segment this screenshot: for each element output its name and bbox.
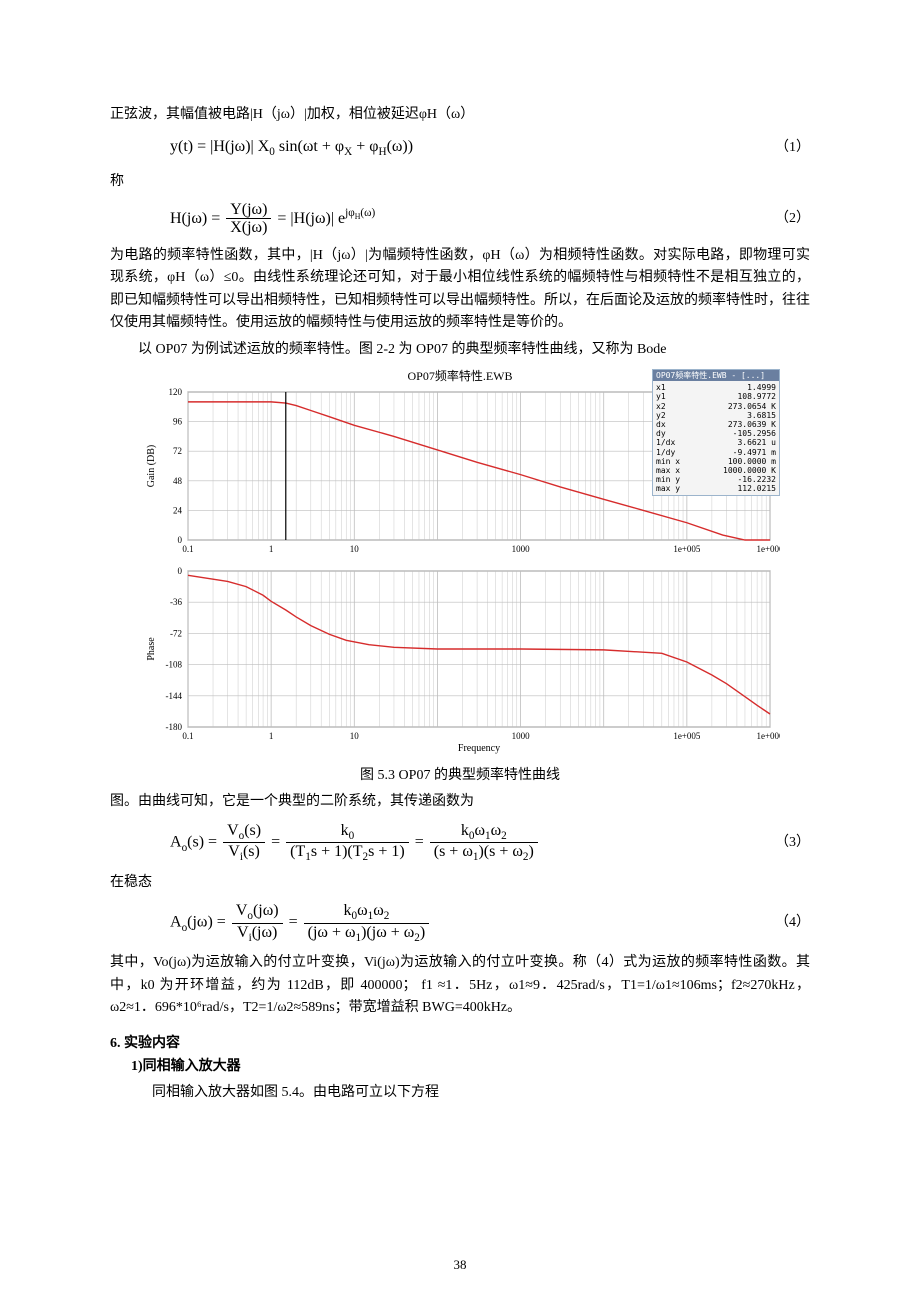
paragraph-4: 以 OP07 为例试述运放的频率特性。图 2-2 为 OP07 的典型频率特性曲… bbox=[110, 339, 810, 361]
equation-2-row: H(jω) = Y(jω)X(jω) = |H(jω)| ejφH(ω) （2） bbox=[110, 201, 810, 237]
paragraph-5: 图。由曲线可知，它是一个典型的二阶系统，其传递函数为 bbox=[110, 791, 810, 813]
paragraph-3: 为电路的频率特性函数，其中，|H（jω）|为幅频特性函数，φH（ω）为相频特性函… bbox=[110, 245, 810, 335]
svg-text:1e+006: 1e+006 bbox=[756, 544, 780, 554]
chart-databox: OP07频率特性.EWB - [...] x11.4999y1108.9772x… bbox=[652, 369, 780, 496]
svg-text:120: 120 bbox=[169, 387, 183, 397]
svg-text:1: 1 bbox=[269, 544, 274, 554]
svg-text:Frequency: Frequency bbox=[458, 743, 500, 754]
svg-text:Phase: Phase bbox=[146, 636, 157, 660]
equation-3-number: （3） bbox=[730, 832, 810, 854]
equation-1-number: （1） bbox=[730, 137, 810, 159]
equation-3-row: Ao(s) = Vo(s)Vi(s) = k0(T1s + 1)(T2s + 1… bbox=[110, 822, 810, 864]
svg-text:Gain (DB): Gain (DB) bbox=[146, 445, 157, 488]
paragraph-6: 在稳态 bbox=[110, 872, 810, 894]
databox-title: OP07频率特性.EWB - [...] bbox=[653, 370, 779, 381]
page-number: 38 bbox=[0, 1255, 920, 1276]
svg-text:0: 0 bbox=[178, 566, 183, 576]
equation-4: Ao(jω) = Vo(jω)Vi(jω) = k0ω1ω2(jω + ω1)(… bbox=[110, 902, 730, 944]
equation-4-number: （4） bbox=[730, 912, 810, 934]
subsection-1-heading: 1)同相输入放大器 bbox=[131, 1056, 810, 1078]
svg-text:-36: -36 bbox=[170, 597, 182, 607]
svg-text:72: 72 bbox=[173, 446, 182, 456]
svg-text:1000: 1000 bbox=[512, 731, 530, 741]
svg-text:0.1: 0.1 bbox=[182, 544, 193, 554]
svg-text:-144: -144 bbox=[166, 690, 183, 700]
svg-text:1e+006: 1e+006 bbox=[756, 731, 780, 741]
paragraph-2: 称 bbox=[110, 171, 810, 193]
equation-2-number: （2） bbox=[730, 208, 810, 230]
svg-text:1e+005: 1e+005 bbox=[673, 544, 701, 554]
svg-text:10: 10 bbox=[350, 544, 360, 554]
svg-text:24: 24 bbox=[173, 506, 183, 516]
equation-3: Ao(s) = Vo(s)Vi(s) = k0(T1s + 1)(T2s + 1… bbox=[110, 822, 730, 864]
svg-text:-72: -72 bbox=[170, 628, 182, 638]
section-6-heading: 6. 实验内容 bbox=[110, 1033, 810, 1055]
equation-4-row: Ao(jω) = Vo(jω)Vi(jω) = k0ω1ω2(jω + ω1)(… bbox=[110, 902, 810, 944]
svg-text:48: 48 bbox=[173, 476, 183, 486]
equation-1-row: y(t) = |H(jω)| X0 sin(ωt + φX + φH(ω)) （… bbox=[110, 134, 810, 162]
bode-chart: OP07频率特性.EWB OP07频率特性.EWB - [...] x11.49… bbox=[140, 367, 780, 763]
equation-2: H(jω) = Y(jω)X(jω) = |H(jω)| ejφH(ω) bbox=[110, 201, 730, 237]
paragraph-7: 其中，Vo(jω)为运放输入的付立叶变换，Vi(jω)为运放输入的付立叶变换。称… bbox=[110, 952, 810, 1019]
svg-text:1000: 1000 bbox=[512, 544, 530, 554]
equation-1: y(t) = |H(jω)| X0 sin(ωt + φX + φH(ω)) bbox=[110, 134, 730, 162]
paragraph-8: 同相输入放大器如图 5.4。由电路可立以下方程 bbox=[110, 1082, 810, 1104]
svg-text:1e+005: 1e+005 bbox=[673, 731, 701, 741]
paragraph-1: 正弦波，其幅值被电路|H（jω）|加权，相位被延迟φH（ω） bbox=[110, 104, 810, 126]
svg-text:-180: -180 bbox=[166, 722, 183, 732]
phase-plot: -180 -144 -108 -72 -36 0 0.1 1 10 1000 1e+005 1e+00… bbox=[140, 565, 780, 755]
figure-caption: 图 5.3 OP07 的典型频率特性曲线 bbox=[110, 765, 810, 787]
svg-text:96: 96 bbox=[173, 417, 183, 427]
svg-text:10: 10 bbox=[350, 731, 360, 741]
svg-text:1: 1 bbox=[269, 731, 274, 741]
svg-text:0.1: 0.1 bbox=[182, 731, 193, 741]
svg-text:-108: -108 bbox=[166, 659, 183, 669]
